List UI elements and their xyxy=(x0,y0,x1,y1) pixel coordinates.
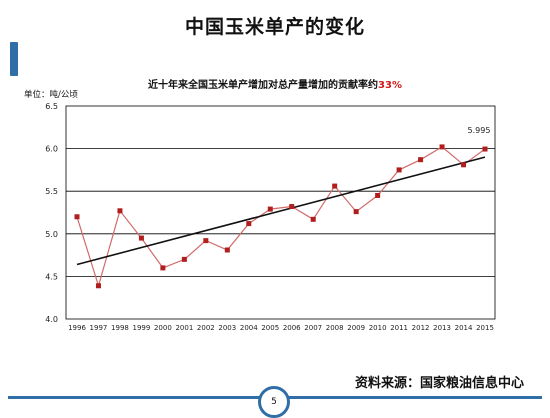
y-tick-label: 5.0 xyxy=(45,230,58,239)
x-tick-label: 2010 xyxy=(369,324,387,332)
data-point xyxy=(117,208,123,214)
data-point xyxy=(224,247,230,253)
data-point xyxy=(439,144,445,150)
source-note: 资料来源：国家粮油信息中心 xyxy=(354,376,524,391)
data-point xyxy=(353,209,359,215)
data-point xyxy=(160,265,166,271)
data-point xyxy=(418,157,424,163)
data-point xyxy=(289,204,295,210)
x-tick-label: 2014 xyxy=(455,324,473,332)
y-tick-label: 4.5 xyxy=(45,272,58,281)
x-tick-label: 2015 xyxy=(476,324,494,332)
x-tick-label: 1999 xyxy=(133,324,151,332)
y-tick-label: 6.5 xyxy=(45,102,58,111)
y-tick-label: 6.0 xyxy=(45,145,58,154)
x-tick-label: 2000 xyxy=(154,324,172,332)
x-tick-label: 2008 xyxy=(326,324,344,332)
data-point xyxy=(246,221,252,227)
x-tick-label: 2004 xyxy=(240,324,258,332)
page-number: 5 xyxy=(258,386,290,418)
x-tick-label: 1996 xyxy=(68,324,86,332)
slide-title: 中国玉米单产的变化 xyxy=(184,16,365,38)
accent-bar xyxy=(10,42,18,76)
data-point xyxy=(332,183,338,189)
data-point xyxy=(203,238,209,244)
data-point xyxy=(482,146,488,152)
x-tick-label: 2012 xyxy=(412,324,430,332)
series-line xyxy=(76,146,486,288)
x-tick-label: 2002 xyxy=(197,324,215,332)
x-tick-label: 2003 xyxy=(218,324,236,332)
data-point xyxy=(138,235,144,241)
x-tick-label: 1998 xyxy=(111,324,129,332)
y-tick-label: 5.5 xyxy=(45,187,58,196)
data-point xyxy=(267,206,273,212)
x-tick-label: 2005 xyxy=(261,324,279,332)
x-tick-label: 2007 xyxy=(304,324,322,332)
y-tick-label: 4.0 xyxy=(45,315,58,324)
chart-title-highlight: 33% xyxy=(378,80,402,91)
chart-title-text: 近十年来全国玉米单产增加对总产量增加的贡献率约 xyxy=(148,80,379,91)
x-tick-label: 2011 xyxy=(390,324,408,332)
data-point xyxy=(461,162,467,168)
trend-line xyxy=(76,156,486,266)
x-tick-label: 2009 xyxy=(347,324,365,332)
x-tick-label: 1997 xyxy=(90,324,108,332)
data-point xyxy=(181,256,187,262)
plot-frame xyxy=(65,105,496,320)
data-point xyxy=(396,167,402,173)
data-point xyxy=(95,283,101,289)
chart-title: 近十年来全国玉米单产增加对总产量增加的贡献率约33% xyxy=(0,76,550,91)
data-label: 5.995 xyxy=(468,126,491,135)
x-tick-label: 2001 xyxy=(175,324,193,332)
data-point xyxy=(74,214,80,220)
x-tick-label: 2006 xyxy=(283,324,301,332)
y-axis-unit-label: 单位：吨/公顷 xyxy=(24,90,78,100)
data-point xyxy=(310,216,316,222)
data-point xyxy=(375,192,381,198)
x-tick-label: 2013 xyxy=(433,324,451,332)
